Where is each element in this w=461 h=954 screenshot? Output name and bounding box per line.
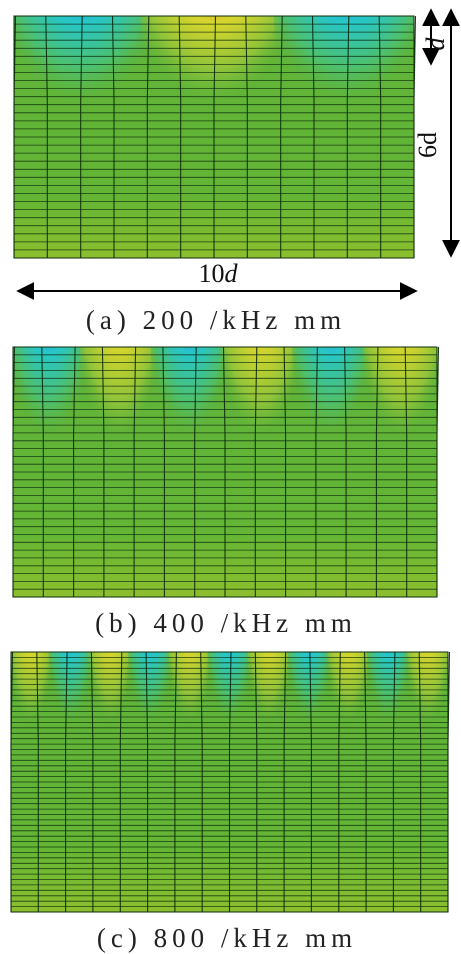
panel-c-lobe-red [406,652,448,777]
panel-b-mesh [12,346,440,598]
panel-c: (c) 800 /kHz mm [10,651,451,953]
panel-c-border [10,651,449,913]
panel-c-mesh [10,651,451,913]
panel-c-lobe-blue [48,652,93,777]
panel-c-lobe-blue [287,652,331,777]
width-10d-label: 10d [199,259,239,288]
width-10d-number: 10 [199,259,225,288]
panel-b-border [12,346,438,598]
panel-c-lobe-blue [366,652,411,777]
panel-b: (b) 400 /kHz mm [12,346,440,638]
panel-a-caption: (a) 200 /kHz mm [86,305,346,335]
panel-b-caption: (b) 400 /kHz mm [95,608,357,638]
depth-d-label: d [421,37,450,51]
panel-c-lobe-red [326,652,371,777]
panel-c-caption: (c) 800 /kHz mm [97,923,357,953]
panel-a-lobe-blue [14,16,154,166]
panel-a: (a) 200 /kHz mm [13,15,417,335]
depth-6d-number: 6d [413,132,442,158]
panel-c-lobe-red [11,652,53,777]
width-10d-symbol: d [225,259,239,288]
panel-c-lobe-red [247,652,292,777]
panel-a-border [13,15,415,259]
panel-c-lobe-blue [128,652,172,777]
panel-a-lobe-blue [274,16,414,166]
dimension-annotations: d 6d 10d [16,8,460,300]
depth-6d-label: 6d [413,132,442,158]
panel-a-mesh [13,15,417,259]
